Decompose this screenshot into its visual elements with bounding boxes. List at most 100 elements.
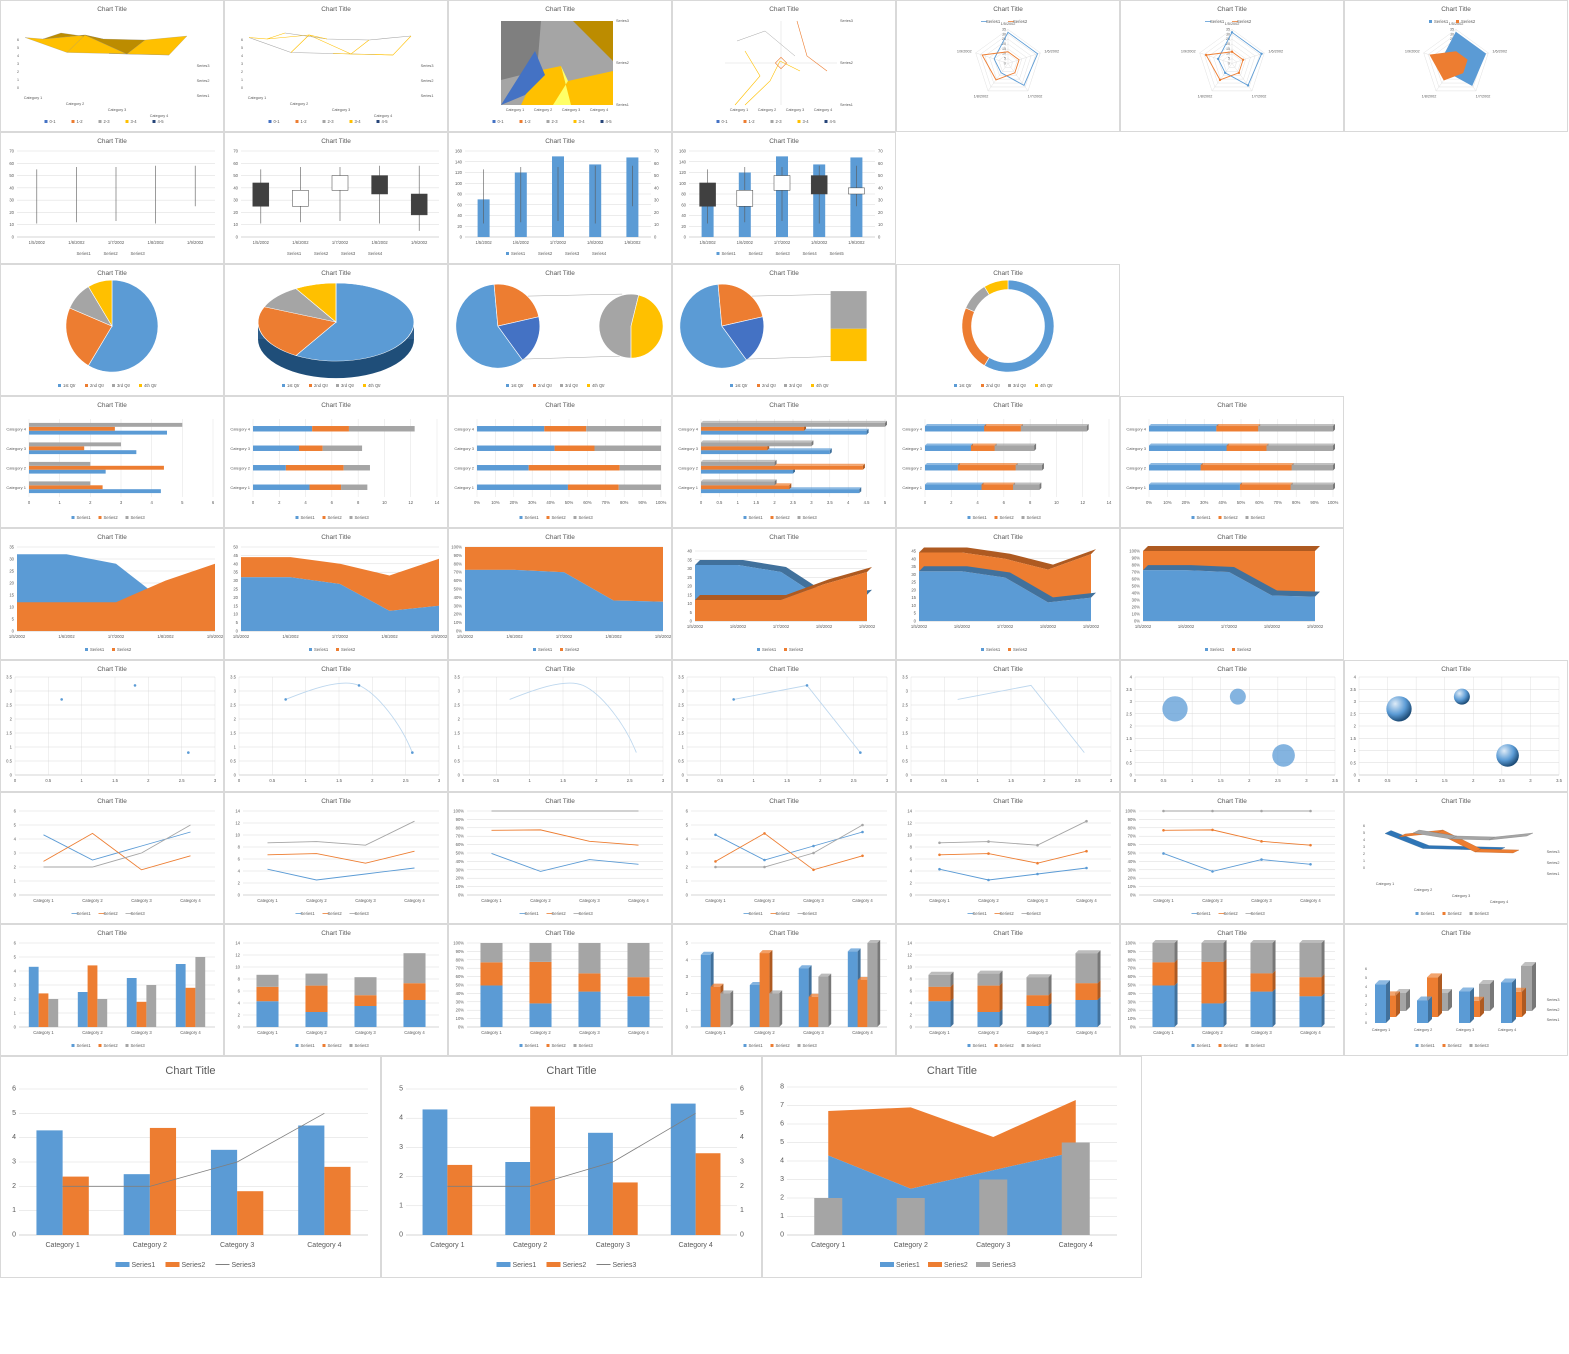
chart-stacked-area[interactable]: Chart Title 0 5 10 15 20 25 30 35 40 45 50 1/5/2002 1… — [224, 528, 448, 660]
chart-radar[interactable]: Chart Title 0 5 10 15 20 25 30 35 1/5/2002 1/6/200… — [896, 0, 1120, 132]
date-label: 1/7/2002 — [556, 634, 573, 639]
chart-column-3d[interactable]: Chart Title 0 1 2 3 4 5 6 Category 1 Category 2 Ca… — [1344, 924, 1568, 1056]
tick-label: 10 — [235, 965, 240, 970]
chart-area[interactable]: Chart Title 0 5 10 15 20 25 30 35 1/5/2002 1/6/200… — [0, 528, 224, 660]
legend-item: 3rd Qtr — [117, 383, 131, 388]
tick-label: 0 — [1358, 778, 1361, 783]
chart-scatter-smooth-markers[interactable]: Chart Title 0 0.5 1 1.5 2 2.5 3 3.5 0 0.5 1 1.5 2 2.5 3 — [224, 660, 448, 792]
chart-stock-vohlc[interactable]: Chart Title 0 20 40 60 80 100 120 140 160 0 10 20 30 4… — [672, 132, 896, 264]
chart-stacked-area-3d[interactable]: Chart Title 0 5 10 15 20 25 30 35 40 45 1/5/2002 1/6… — [896, 528, 1120, 660]
bar-1 — [480, 985, 503, 1027]
chart-scatter-straight[interactable]: Chart Title 0 0.5 1 1.5 2 2.5 3 3.5 0 0.5 1 1.5 2 2.5 3 — [896, 660, 1120, 792]
tick-label: 2.5 — [1126, 711, 1132, 716]
chart-clustered-column[interactable]: Chart Title 0 1 2 3 4 5 6 Category 1 Category 2 Ca… — [0, 924, 224, 1056]
category-label: Category 3 — [678, 446, 698, 451]
chart-stacked-column-100[interactable]: Chart Title 0% 10% 20% 30% 40% 50% 60% 70% 80% 90%… — [448, 924, 672, 1056]
chart-stacked-area-100[interactable]: Chart Title 0% 10% 20% 30% 40% 50% 60% 70% 80% 90%… — [448, 528, 672, 660]
bar-side — [1272, 940, 1276, 974]
legend-item: Series2 — [104, 1043, 119, 1048]
chart-stacked-bar-3d[interactable]: Chart Title 0 2 4 6 8 10 12 14 Category 1 Category… — [896, 396, 1120, 528]
marker — [284, 698, 287, 701]
bar-2 — [808, 996, 819, 1027]
chart-bubble-3d[interactable]: Chart Title 0 0.5 1 1.5 2 2.5 3 3.5 4 0 0.5 1 1.5 2 2.5… — [1344, 660, 1568, 792]
date-label: 1/6/2002 — [68, 240, 85, 245]
chart-bubble[interactable]: Chart Title 0 0.5 1 1.5 2 2.5 3 3.5 4 0 0.5 1 1.5 2 2.5… — [1120, 660, 1344, 792]
chart-clustered-bar-3d[interactable]: Chart Title 0 0.5 1 1.5 2 2.5 3 3.5 4 4.5 5 Category… — [672, 396, 896, 528]
chart-stacked-line-markers[interactable]: Chart Title 0 2 4 6 8 10 12 14 Category 1 Category… — [896, 792, 1120, 924]
chart-stacked-line-100-markers[interactable]: Chart Title 0% 10% 20% 30% 40% 50% 60% 70% 80% 90%… — [1120, 792, 1344, 924]
area-1 — [828, 1151, 1076, 1235]
chart-stock-vhlc[interactable]: Chart Title 0 20 40 60 80 100 120 140 160 0 10 20 30 4… — [448, 132, 672, 264]
chart-pie-of-pie[interactable]: Chart Title 1st Qtr 2nd Qtr 3rd Qtr 4th Qtr — [448, 264, 672, 396]
chart-wireframe-surface-3d[interactable]: Chart Title 0 1 2 3 4 5 6 Category 1 Category 2 Ca… — [224, 0, 448, 132]
series-line-1 — [43, 831, 191, 861]
area-1 — [919, 571, 1091, 621]
bar-segment — [830, 328, 867, 362]
chart-clustered-column-3d[interactable]: Chart Title 0 1 2 3 4 5 Category 1 Category 2 Cat… — [672, 924, 896, 1056]
legend-item: Series1 — [762, 647, 777, 652]
chart-stock-hlc[interactable]: Chart Title 0 10 20 30 40 50 60 70 1/5/2002 1/6/20… — [0, 132, 224, 264]
chart-line[interactable]: Chart Title 0 1 2 3 4 5 6 Category 1 Category 2 Ca… — [0, 792, 224, 924]
chart-stacked-column-100-3d[interactable]: Chart Title 0% 10% 20% 30% 40% 50% 60% 70% 80% 90%… — [1120, 924, 1344, 1056]
chart-stacked-bar[interactable]: Chart Title 0 2 4 6 8 10 12 14 Category 1 Category… — [224, 396, 448, 528]
chart-filled-radar[interactable]: Chart Title051015202530351/5/20021/6/200… — [1344, 0, 1568, 132]
chart-title: Chart Title — [769, 798, 799, 805]
legend: 1st Qtr 2nd Qtr 3rd Qtr 4th Qtr — [58, 383, 157, 388]
chart-line-markers[interactable]: Chart Title 0 1 2 3 4 5 6 Category 1 Category 2 Ca… — [672, 792, 896, 924]
chart-combo-area-column[interactable]: Chart Title 0 1 2 3 4 5 6 7 8 Category 1 Category 2… — [762, 1056, 1142, 1278]
chart-surface-3d[interactable]: Chart Title 0 1 2 3 4 5 6 Category 1 Category 2 Ca… — [0, 0, 224, 132]
legend: Series1 Series2 Series3 — [295, 1043, 369, 1048]
chart-stacked-bar-100[interactable]: Chart Title 0% 10% 20% 30% 40% 50% 60% 70% 80% 90%… — [448, 396, 672, 528]
chart-bar-of-pie[interactable]: Chart Title 1st Qtr 2nd Qtr 3rd Qtr 4th Qtr — [672, 264, 896, 396]
legend-swatch — [797, 516, 801, 519]
legend-item: Series2 — [944, 1262, 968, 1269]
chart-stacked-bar-100-3d[interactable]: Chart Title 0% 10% 20% 30% 40% 50% 60% 70% 80% 90%… — [1120, 396, 1344, 528]
chart-svg: Chart Title051015202530351/5/20021/6/200… — [1405, 6, 1507, 98]
chart-combo-column-line[interactable]: Chart Title 0 1 2 3 4 5 6 Category 1 Category 2 Ca… — [0, 1056, 381, 1278]
date-label: 1/6/2002 — [506, 634, 523, 639]
tick-label: 1 — [737, 500, 740, 505]
chart-pie[interactable]: Chart Title 1st Qtr 2nd Qtr 3rd Qtr 4th Qtr — [0, 264, 224, 396]
tick-label: 2.5 — [627, 778, 633, 783]
chart-scatter-smooth[interactable]: Chart Title 0 0.5 1 1.5 2 2.5 3 3.5 0 0.5 1 1.5 2 2.5 3 — [448, 660, 672, 792]
tick-label: 6 — [331, 500, 334, 505]
chart-title: Chart Title — [545, 930, 575, 937]
chart-stacked-line-100[interactable]: Chart Title 0% 10% 20% 30% 40% 50% 60% 70% 80% 90%… — [448, 792, 672, 924]
bar-1 — [1149, 465, 1201, 471]
legend: Series1 Series2 Series3 — [115, 1262, 255, 1269]
bar-2 — [1200, 465, 1292, 471]
chart-area-3d[interactable]: Chart Title 0 5 10 15 20 25 30 35 40 1/5/2002 1/6/2… — [672, 528, 896, 660]
tick-label: 30% — [1128, 999, 1137, 1004]
chart-stock-ohlc[interactable]: Chart Title 0 10 20 30 40 50 60 70 1/5/2002 1/6/20… — [224, 132, 448, 264]
tick-label: 3 — [14, 983, 17, 988]
tick-label: 14 — [1107, 500, 1112, 505]
candle-up — [736, 190, 754, 207]
chart-radar-markers[interactable]: Chart Title 0 5 10 15 20 25 30 35 1/5/2002 1/6/200… — [1120, 0, 1344, 132]
chart-combo-column-line-secondary[interactable]: Chart Title 0 1 2 3 4 5 0 1 2 3 4 5 6 Category 1 Catego… — [381, 1056, 762, 1278]
tick-label: 35 — [1450, 27, 1454, 31]
connector-line — [527, 293, 623, 297]
chart-clustered-bar[interactable]: Chart Title 0 1 2 3 4 5 6 Category 1 Category 2 Ca… — [0, 396, 224, 528]
chart-stacked-area-100-3d[interactable]: Chart Title 0% 10% 20% 30% 40% 50% 60% 70% 80% 90%… — [1120, 528, 1344, 660]
chart-line-3d[interactable]: Chart Title 0 1 2 3 4 5 6 Category 1 Category 2 Ca… — [1344, 792, 1568, 924]
category-label: Category 2 — [1202, 1030, 1223, 1035]
tick-label: 40 — [457, 213, 462, 218]
bar-2 — [971, 445, 995, 451]
tick-label: 0.5 — [454, 759, 460, 764]
chart-stacked-column[interactable]: Chart Title 0 2 4 6 8 10 12 14 Category 1 Category… — [224, 924, 448, 1056]
chart-doughnut[interactable]: Chart Title 1st Qtr 2nd Qtr 3rd Qtr 4th Qtr — [896, 264, 1120, 396]
chart-contour[interactable]: Chart Title Category 1 Category 2 Category … — [448, 0, 672, 132]
bar-3 — [701, 461, 775, 466]
chart-wireframe-contour[interactable]: Chart Title Category 1 Category 2 Category … — [672, 0, 896, 132]
chart-scatter[interactable]: Chart Title 0 0.5 1 1.5 2 2.5 3 3.5 0 0.5 1 1.5 2 2.5 3 — [0, 660, 224, 792]
category-label: 1/5/2002 — [1449, 22, 1464, 26]
tick-label: 70% — [1132, 570, 1141, 575]
chart-scatter-straight-markers[interactable]: Chart Title 0 0.5 1 1.5 2 2.5 3 3.5 0 0.5 1 1.5 2 2.5 3 — [672, 660, 896, 792]
chart-pie-3d[interactable]: Chart Title 1st Qtr 2nd Qtr 3rd Qtr 4th Qtr — [224, 264, 448, 396]
chart-stacked-line[interactable]: Chart Title 0 2 4 6 8 10 12 14 Category 1 Category… — [224, 792, 448, 924]
legend-item: 3rd Qtr — [341, 383, 355, 388]
tick-label: 2 — [910, 881, 913, 886]
legend-item: Series1 — [986, 647, 1001, 652]
chart-stacked-column-3d[interactable]: Chart Title 0 2 4 6 8 10 12 14 Category 1 Category… — [896, 924, 1120, 1056]
